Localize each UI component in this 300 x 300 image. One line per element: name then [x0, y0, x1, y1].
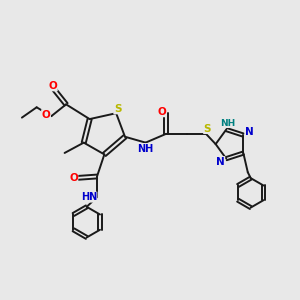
Text: N: N: [245, 127, 254, 137]
Text: O: O: [42, 110, 50, 120]
Text: O: O: [49, 81, 57, 91]
Text: NH: NH: [220, 118, 235, 127]
Text: N: N: [216, 157, 225, 166]
Text: HN: HN: [81, 192, 97, 202]
Text: S: S: [114, 104, 122, 114]
Text: O: O: [69, 173, 78, 183]
Text: NH: NH: [137, 143, 154, 154]
Text: O: O: [158, 107, 166, 117]
Text: S: S: [204, 124, 211, 134]
